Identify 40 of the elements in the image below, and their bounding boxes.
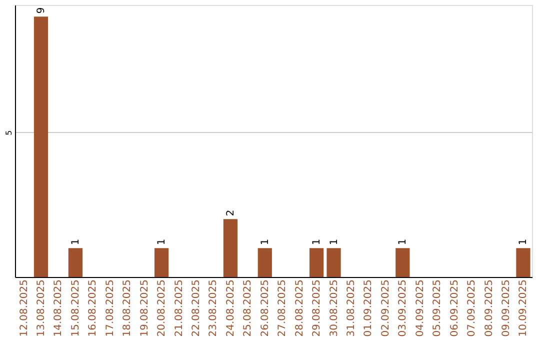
x-tick-label: 20.08.2025 xyxy=(156,280,168,337)
x-tick-label: 15.08.2025 xyxy=(70,280,82,337)
data-label: 1 xyxy=(156,238,168,246)
x-tick-label: 06.09.2025 xyxy=(449,280,460,337)
x-tick-label: 30.08.2025 xyxy=(328,280,340,337)
x-tick-label: 10.09.2025 xyxy=(518,280,530,337)
data-label: 2 xyxy=(225,210,236,216)
data-label: 1 xyxy=(398,238,409,246)
x-tick-label: 22.08.2025 xyxy=(191,280,202,337)
x-tick-label: 21.08.2025 xyxy=(174,280,185,337)
x-tick-label: 04.09.2025 xyxy=(414,280,426,337)
x-tick-label: 09.09.2025 xyxy=(500,280,512,337)
x-tick-label: 25.08.2025 xyxy=(242,280,254,337)
x-tick-label: 18.08.2025 xyxy=(122,280,134,337)
data-label: 1 xyxy=(260,238,271,246)
x-tick-label: 13.08.2025 xyxy=(36,280,48,337)
x-tick-label: 14.08.2025 xyxy=(53,280,64,337)
data-label: 1 xyxy=(518,238,530,246)
data-label: 1 xyxy=(312,238,323,246)
x-tick-label: 27.08.2025 xyxy=(277,280,288,337)
data-label: 9 xyxy=(36,7,48,14)
x-tick-label: 17.08.2025 xyxy=(104,280,116,337)
x-tick-label: 03.09.2025 xyxy=(398,280,409,337)
x-tick-label: 24.08.2025 xyxy=(225,280,236,337)
x-tick-label: 07.09.2025 xyxy=(466,280,478,337)
x-tick-label: 12.08.2025 xyxy=(18,280,30,337)
x-tick-label: 02.09.2025 xyxy=(380,280,392,337)
x-tick-label: 19.08.2025 xyxy=(139,280,150,337)
x-tick-label: 31.08.2025 xyxy=(346,280,357,337)
x-tick-label: 08.09.2025 xyxy=(484,280,495,337)
x-tick-label: 26.08.2025 xyxy=(260,280,271,337)
x-tick-label: 05.09.2025 xyxy=(432,280,444,337)
x-tick-label: 23.08.2025 xyxy=(208,280,220,337)
x-tick-label: 29.08.2025 xyxy=(312,280,323,337)
data-label: 1 xyxy=(70,238,82,246)
x-tick-label: 01.09.2025 xyxy=(363,280,374,337)
x-tick-label: 28.08.2025 xyxy=(294,280,306,337)
x-tick-label: 16.08.2025 xyxy=(88,280,99,337)
data-label: 1 xyxy=(328,238,340,246)
y-tick-label: 5 xyxy=(4,130,14,136)
